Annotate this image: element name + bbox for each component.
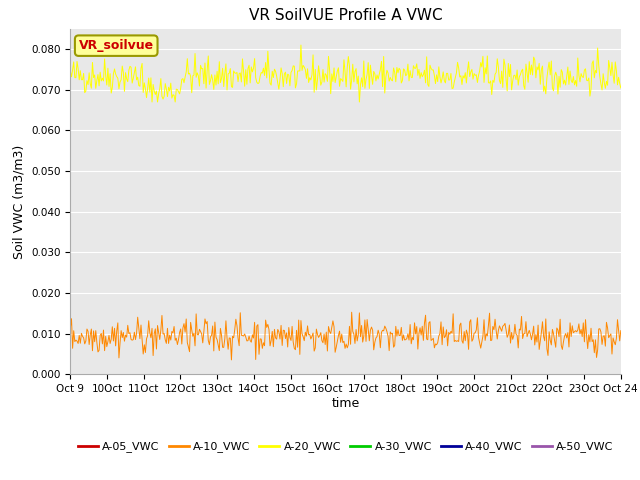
X-axis label: time: time	[332, 397, 360, 410]
A-20_VWC	[330, 65, 338, 71]
A-30_VWC	[332, 372, 339, 377]
A-20_VWC	[67, 68, 74, 74]
A-05_VWC	[332, 372, 339, 377]
Line: A-10_VWC: A-10_VWC	[70, 312, 621, 360]
A-40_VWC	[328, 372, 335, 377]
A-30_VWC	[328, 372, 335, 377]
A-50_VWC	[518, 372, 525, 377]
A-30_VWC	[604, 372, 611, 377]
A-40_VWC	[67, 372, 74, 377]
A-05_VWC	[604, 372, 611, 377]
A-10_VWC	[606, 333, 614, 338]
A-10_VWC	[228, 357, 236, 363]
A-20_VWC	[333, 68, 341, 74]
A-05_VWC	[67, 372, 74, 377]
A-20_VWC	[148, 99, 156, 105]
Title: VR SoilVUE Profile A VWC: VR SoilVUE Profile A VWC	[249, 9, 442, 24]
A-05_VWC	[328, 372, 335, 377]
A-20_VWC	[367, 62, 374, 68]
A-10_VWC	[367, 327, 374, 333]
A-40_VWC	[518, 372, 525, 377]
A-30_VWC	[394, 372, 402, 377]
A-50_VWC	[394, 372, 402, 377]
A-10_VWC	[332, 344, 340, 350]
A-10_VWC	[396, 333, 404, 338]
A-30_VWC	[364, 372, 372, 377]
A-40_VWC	[364, 372, 372, 377]
A-10_VWC	[348, 309, 355, 315]
A-20_VWC	[297, 42, 305, 48]
A-30_VWC	[67, 372, 74, 377]
A-10_VWC	[617, 328, 625, 334]
A-50_VWC	[328, 372, 335, 377]
A-40_VWC	[332, 372, 339, 377]
A-05_VWC	[364, 372, 372, 377]
A-40_VWC	[394, 372, 402, 377]
A-50_VWC	[364, 372, 372, 377]
A-10_VWC	[329, 318, 337, 324]
A-05_VWC	[518, 372, 525, 377]
A-10_VWC	[520, 331, 527, 336]
A-30_VWC	[617, 372, 625, 377]
A-40_VWC	[604, 372, 611, 377]
A-20_VWC	[606, 65, 614, 71]
Y-axis label: Soil VWC (m3/m3): Soil VWC (m3/m3)	[13, 144, 26, 259]
A-05_VWC	[617, 372, 625, 377]
A-30_VWC	[518, 372, 525, 377]
A-20_VWC	[617, 85, 625, 91]
A-20_VWC	[396, 67, 404, 73]
A-50_VWC	[617, 372, 625, 377]
A-40_VWC	[617, 372, 625, 377]
A-20_VWC	[520, 83, 527, 88]
A-50_VWC	[604, 372, 611, 377]
A-50_VWC	[332, 372, 339, 377]
A-05_VWC	[394, 372, 402, 377]
Line: A-20_VWC: A-20_VWC	[70, 45, 621, 102]
A-10_VWC	[67, 324, 74, 330]
Legend: A-05_VWC, A-10_VWC, A-20_VWC, A-30_VWC, A-40_VWC, A-50_VWC: A-05_VWC, A-10_VWC, A-20_VWC, A-30_VWC, …	[74, 437, 618, 457]
A-50_VWC	[67, 372, 74, 377]
Text: VR_soilvue: VR_soilvue	[79, 39, 154, 52]
